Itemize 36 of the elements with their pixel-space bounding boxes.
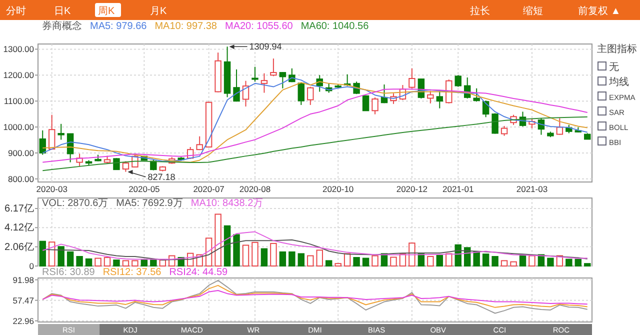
y-tick-label: 57.47 <box>12 295 34 306</box>
legend: VOL: 2870.6万 MA5: 7692.9万 MA10: 8438.2万 <box>42 198 264 209</box>
y-tick-label: 2.06亿 <box>4 242 34 253</box>
x-tick-label: 2020-10 <box>322 184 354 194</box>
y-tick-label: 1200.00 <box>3 70 34 80</box>
text: 拉长 <box>470 5 490 17</box>
y-tick-label: 900.00 <box>8 148 34 158</box>
y-tick-label: 4.12亿 <box>4 222 34 234</box>
x-tick-label: 2020-03 <box>36 184 68 194</box>
y-tick-label: 1000.00 <box>3 122 34 132</box>
y-tick-label: 22.96 <box>12 316 34 326</box>
text: 缩短 <box>523 5 543 17</box>
text: 均线 <box>608 76 629 88</box>
text: 主图指标 <box>597 43 637 55</box>
y-tick-label: 6.17亿 <box>4 204 34 215</box>
legend: RSI6: 30.89 RSI12: 37.56 RSI24: 44.59 <box>42 267 228 278</box>
text: 月K <box>150 6 167 17</box>
text: 分时 <box>6 5 26 17</box>
text: 前复权 ▲ <box>578 5 621 17</box>
annotation: 827.18 <box>148 172 176 182</box>
y-tick-label: 1300.00 <box>3 44 34 54</box>
x-tick-label: 2021-03 <box>516 184 548 194</box>
text: 日K <box>54 6 71 17</box>
x-tick-label: 2020-07 <box>193 184 225 194</box>
text: 周K <box>98 6 115 17</box>
y-tick-label: 800.00 <box>8 174 34 184</box>
annotation: 1309.94 <box>249 42 282 52</box>
text: 无 <box>609 62 619 73</box>
y-tick-label: 0 <box>29 261 34 271</box>
x-tick-label: 2020-05 <box>128 184 160 194</box>
x-tick-label: 2021-01 <box>442 184 474 194</box>
x-tick-label: 2020-12 <box>396 184 428 194</box>
y-tick-label: 1100.00 <box>4 96 34 106</box>
y-tick-label: 91.98 <box>12 274 34 285</box>
legend: 券商概念 MA5: 979.66 MA10: 997.38 MA20: 1055.60 MA60: 1040.56 <box>42 21 369 32</box>
x-tick-label: 2020-08 <box>239 184 271 194</box>
